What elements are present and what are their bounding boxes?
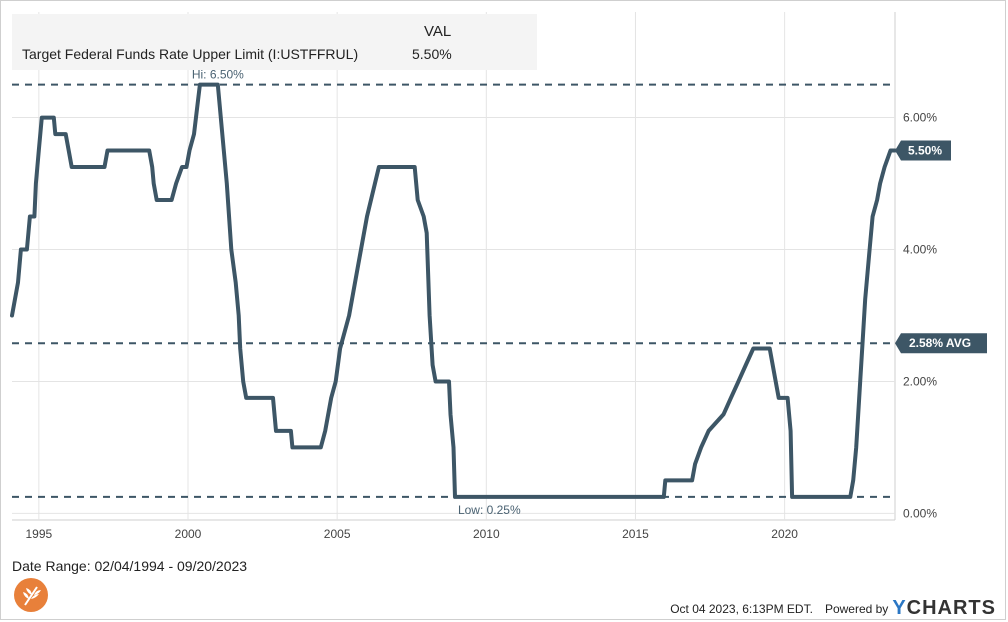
reference-lines: Hi: 6.50% Low: 0.25% [12, 68, 895, 517]
x-tick-label: 2000 [175, 527, 202, 541]
legend-series-value: 5.50% [412, 46, 452, 62]
series-layer [10, 82, 897, 499]
x-tick-label: 2005 [324, 527, 351, 541]
grid [12, 12, 896, 521]
y-tick-label: 2.00% [903, 374, 937, 388]
axes: 0.00% 2.00% 4.00% 6.00% 1995 2000 2005 2010 2015… [25, 111, 937, 541]
last-value-tag-label: 5.50% [908, 144, 942, 158]
reference-annotation: Low: 0.25% [458, 503, 521, 517]
legend-value-header: VAL [424, 23, 452, 40]
legend-series-name[interactable]: Target Federal Funds Rate Upper Limit (I… [22, 46, 359, 62]
series-line [10, 82, 897, 499]
x-tick-label: 2010 [473, 527, 500, 541]
ycharts-logo[interactable]: YCHARTS [892, 597, 996, 620]
x-tick-label: 2020 [771, 527, 798, 541]
x-tick-label: 1995 [25, 527, 52, 541]
avg-tag-label: 2.58% AVG [909, 336, 971, 350]
powered-by-label: Powered by [824, 601, 889, 616]
reference-annotation: Hi: 6.50% [192, 68, 244, 82]
avg-tag [895, 333, 987, 354]
ycharts-logo-text: CHARTS [906, 597, 996, 619]
date-range-label: Date Range: 02/04/1994 - 09/20/2023 [12, 558, 248, 574]
value-tags: 2.58% AVG 5.50% [895, 140, 987, 354]
y-tick-label: 6.00% [903, 111, 937, 125]
x-tick-label: 2015 [622, 527, 649, 541]
y-tick-label: 4.00% [903, 243, 937, 257]
legend-panel: VAL Target Federal Funds Rate Upper Limi… [12, 14, 537, 70]
ycharts-logo-y: Y [892, 597, 907, 619]
wheat-logo-icon [14, 578, 48, 612]
timestamp: Oct 04 2023, 6:13PM EDT. [670, 601, 813, 616]
footer: Oct 04 2023, 6:13PM EDT. Powered by YCHA… [670, 597, 996, 620]
last-value-tag [895, 140, 951, 161]
y-tick-label: 0.00% [903, 506, 937, 520]
